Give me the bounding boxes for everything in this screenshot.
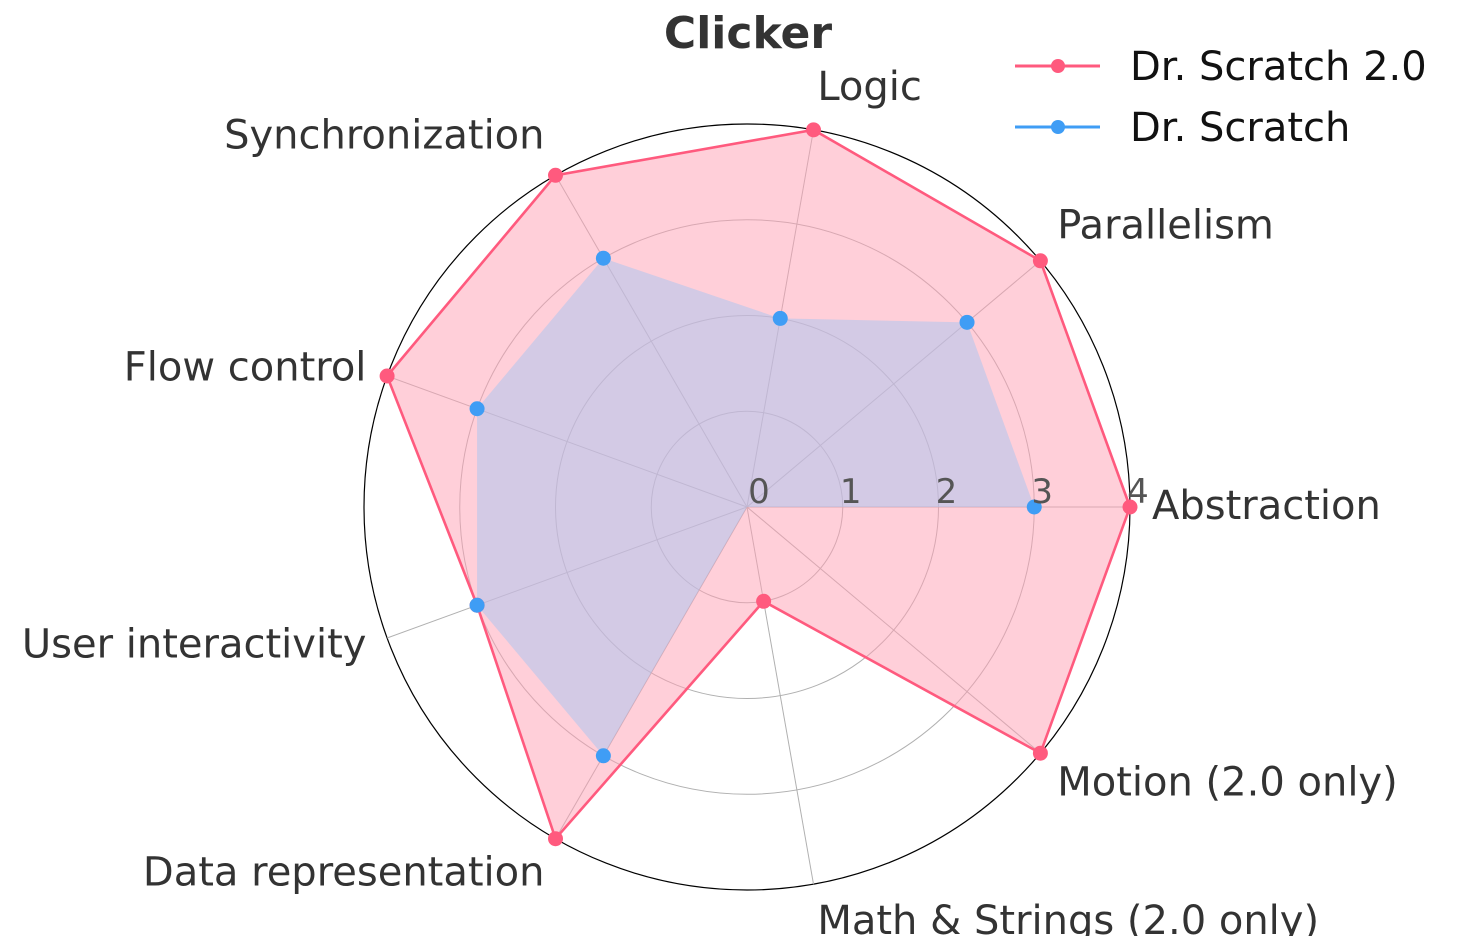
point-dr-scratch-flow-control <box>469 401 485 417</box>
category-label-abstraction: Abstraction <box>1152 483 1381 529</box>
point-dr-scratch-2-0-flow-control <box>379 368 395 384</box>
category-labels: Abstraction Parallelism Logic Synchronizati… <box>22 64 1398 936</box>
point-dr-scratch-parallelism <box>959 314 975 330</box>
radar-series <box>379 122 1138 847</box>
point-dr-scratch-2-0-logic <box>806 122 822 138</box>
series-area-dr-scratch <box>477 258 1035 756</box>
point-dr-scratch-2-0-data-representation <box>548 831 563 847</box>
radial-tick-labels: 0 1 2 3 4 <box>748 472 1149 512</box>
legend-marker-dr-scratch-2 <box>1051 59 1065 73</box>
legend-label-dr-scratch-2: Dr. Scratch 2.0 <box>1130 44 1427 90</box>
point-dr-scratch-2-0-parallelism <box>1032 253 1048 269</box>
category-label-motion-2-0-only: Motion (2.0 only) <box>1057 759 1397 805</box>
rtick-label-0: 0 <box>748 472 770 512</box>
legend-item-dr-scratch-2: Dr. Scratch 2.0 <box>1015 44 1427 90</box>
category-label-data-representation: Data representation <box>143 850 545 896</box>
point-dr-scratch-logic <box>772 310 788 326</box>
series-line-dr-scratch-2-0 <box>385 128 1132 842</box>
point-dr-scratch-abstraction <box>1026 499 1042 515</box>
rtick-label-4: 4 <box>1127 472 1149 512</box>
rtick-label-2: 2 <box>936 472 958 512</box>
category-label-user-interactivity: User interactivity <box>22 622 367 668</box>
category-label-math-strings-2-0-only: Math & Strings (2.0 only) <box>817 898 1319 936</box>
legend-item-dr-scratch: Dr. Scratch <box>1015 105 1350 151</box>
point-dr-scratch-2-0-motion-2-0-only <box>1032 745 1048 761</box>
point-dr-scratch-2-0-abstraction <box>1122 499 1138 515</box>
category-label-logic: Logic <box>817 64 922 110</box>
category-label-synchronization: Synchronization <box>224 112 544 158</box>
legend-marker-dr-scratch <box>1051 120 1065 134</box>
category-label-parallelism: Parallelism <box>1057 203 1274 249</box>
rtick-label-3: 3 <box>1031 472 1053 512</box>
category-label-flow-control: Flow control <box>124 344 367 390</box>
chart-title: Clicker <box>664 8 832 59</box>
point-dr-scratch-2-0-synchronization <box>548 167 563 183</box>
point-dr-scratch-data-representation <box>595 748 611 764</box>
point-dr-scratch-user-interactivity <box>469 597 485 613</box>
legend-label-dr-scratch: Dr. Scratch <box>1130 105 1350 151</box>
rtick-label-1: 1 <box>840 472 862 512</box>
point-dr-scratch-synchronization <box>595 250 611 266</box>
legend: Dr. Scratch 2.0 Dr. Scratch <box>1015 44 1427 151</box>
point-dr-scratch-2-0-math-strings-2-0-only <box>756 593 772 609</box>
